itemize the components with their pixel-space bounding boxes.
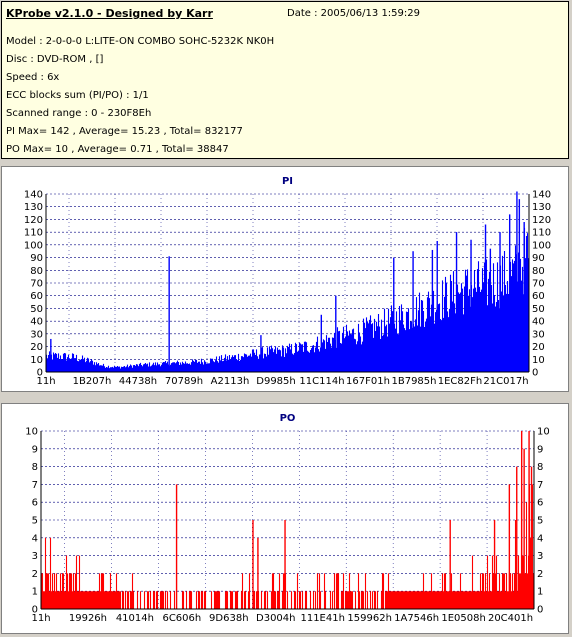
po-ytick-left-0: 0 [32, 605, 38, 616]
pi-ytick-left-80: 80 [30, 266, 43, 277]
pi-ytick-right-110: 110 [532, 228, 551, 239]
po-ytick-left-1: 1 [32, 587, 38, 598]
info-panel: KProbe v2.1.0 - Designed by Karr Date : … [1, 1, 569, 159]
po-ytick-right-8: 8 [537, 462, 543, 473]
po-ytick-right-9: 9 [537, 444, 543, 455]
pi-ytick-right-10: 10 [532, 355, 545, 366]
pi-ytick-left-50: 50 [30, 304, 43, 315]
po-chart-title: PO [280, 413, 296, 424]
pi-ytick-right-120: 120 [532, 215, 551, 226]
po-xtick-7: 159962h [347, 613, 392, 624]
pi-xtick-3: 70789h [165, 376, 203, 387]
pi-ytick-right-140: 140 [532, 190, 551, 201]
pi-xtick-6: 11C114h [299, 376, 344, 387]
pi-ytick-right-100: 100 [532, 240, 551, 251]
po-ytick-left-5: 5 [32, 516, 38, 527]
speed-line: Speed : 6x [6, 72, 60, 83]
po-ytick-right-2: 2 [537, 569, 543, 580]
pi-xtick-5: D9985h [256, 376, 296, 387]
pi-xtick-10: 21C017h [483, 376, 528, 387]
po-chart-panel: PO 0 0 1 1 2 2 3 3 4 4 5 5 6 6 7 7 8 8 9 9 10 10 11h 19926h 41014… [1, 403, 569, 634]
range-line: Scanned range : 0 - 230F8Eh [6, 108, 152, 119]
pi-xtick-1: 1B207h [73, 376, 112, 387]
po-xtick-3: 6C606h [162, 613, 201, 624]
disc-line: Disc : DVD-ROM , [] [6, 54, 104, 65]
pi-xtick-2: 44738h [119, 376, 157, 387]
po-bars [40, 484, 535, 609]
pi-ytick-left-20: 20 [30, 342, 43, 353]
pi-chart-title: PI [282, 176, 293, 187]
pi-ytick-left-0: 0 [37, 368, 43, 379]
po-xtick-6: 111E41h [300, 613, 344, 624]
po-ytick-right-6: 6 [537, 498, 543, 509]
scan-date: Date : 2005/06/13 1:59:29 [287, 8, 420, 19]
po-ytick-left-2: 2 [32, 569, 38, 580]
pi-ytick-left-140: 140 [24, 190, 43, 201]
po-xtick-10: 20C401h [488, 613, 533, 624]
po-xtick-8: 1A7546h [394, 613, 439, 624]
pi-ytick-right-70: 70 [532, 279, 545, 290]
po-ytick-right-4: 4 [537, 533, 543, 544]
pi-ytick-right-0: 0 [532, 368, 538, 379]
pi-ytick-right-80: 80 [532, 266, 545, 277]
pi-ytick-left-30: 30 [30, 329, 43, 340]
pi-ytick-right-20: 20 [532, 342, 545, 353]
pi-ytick-right-90: 90 [532, 253, 545, 264]
po-ytick-right-7: 7 [537, 480, 543, 491]
po-ytick-left-9: 9 [32, 444, 38, 455]
po-ytick-right-5: 5 [537, 516, 543, 527]
pi-xtick-9: 1EC82Fh [438, 376, 482, 387]
model-line: Model : 2-0-0-0 L:LITE-ON COMBO SOHC-523… [6, 36, 275, 47]
po-ytick-right-0: 0 [537, 605, 543, 616]
app-title: KProbe v2.1.0 - Designed by Karr [6, 7, 213, 20]
pi-xtick-0: 11h [36, 376, 55, 387]
po-summary-line: PO Max= 10 , Average= 0.71 , Total= 3884… [6, 144, 229, 155]
pi-ytick-left-100: 100 [24, 240, 43, 251]
pi-xtick-8: 1B7985h [391, 376, 436, 387]
po-xtick-9: 1E0508h [441, 613, 485, 624]
pi-ytick-left-110: 110 [24, 228, 43, 239]
po-ytick-left-7: 7 [32, 480, 38, 491]
pi-ytick-left-40: 40 [30, 317, 43, 328]
pi-ytick-left-10: 10 [30, 355, 43, 366]
po-ytick-left-6: 6 [32, 498, 38, 509]
po-xtick-1: 19926h [69, 613, 107, 624]
pi-xtick-7: 167F01h [346, 376, 390, 387]
pi-ytick-left-90: 90 [30, 253, 43, 264]
po-ytick-right-3: 3 [537, 551, 543, 562]
po-ytick-left-4: 4 [32, 533, 38, 544]
pi-chart-panel: PI 0 0 10 10 20 20 30 30 40 40 50 50 60 60 70 70 80 80 90 90… [1, 166, 569, 392]
po-data-series [40, 431, 535, 609]
pi-ytick-left-60: 60 [30, 291, 43, 302]
po-ytick-left-3: 3 [32, 551, 38, 562]
pi-ytick-right-40: 40 [532, 317, 545, 328]
pi-ytick-left-70: 70 [30, 279, 43, 290]
pi-ytick-right-130: 130 [532, 202, 551, 213]
po-ytick-right-1: 1 [537, 587, 543, 598]
po-xtick-0: 11h [31, 613, 50, 624]
po-ytick-left-10: 10 [25, 427, 38, 438]
pi-xtick-4: A2113h [211, 376, 250, 387]
po-ytick-right-10: 10 [537, 427, 550, 438]
pi-ytick-right-60: 60 [532, 291, 545, 302]
pi-ytick-right-30: 30 [532, 329, 545, 340]
pi-ytick-right-50: 50 [532, 304, 545, 315]
pi-data-series [45, 191, 530, 372]
po-ytick-left-8: 8 [32, 462, 38, 473]
pi-ytick-left-120: 120 [24, 215, 43, 226]
po-xtick-4: 9D638h [209, 613, 249, 624]
po-xtick-2: 41014h [116, 613, 154, 624]
pi-ytick-left-130: 130 [24, 202, 43, 213]
po-chart: PO 0 0 1 1 2 2 3 3 4 4 5 5 6 6 7 7 8 8 9 9 10 10 11h 19926h 41014… [25, 413, 550, 624]
pi-summary-line: PI Max= 142 , Average= 15.23 , Total= 83… [6, 126, 243, 137]
ecc-line: ECC blocks sum (PI/PO) : 1/1 [6, 90, 149, 101]
po-xtick-5: D3004h [256, 613, 296, 624]
